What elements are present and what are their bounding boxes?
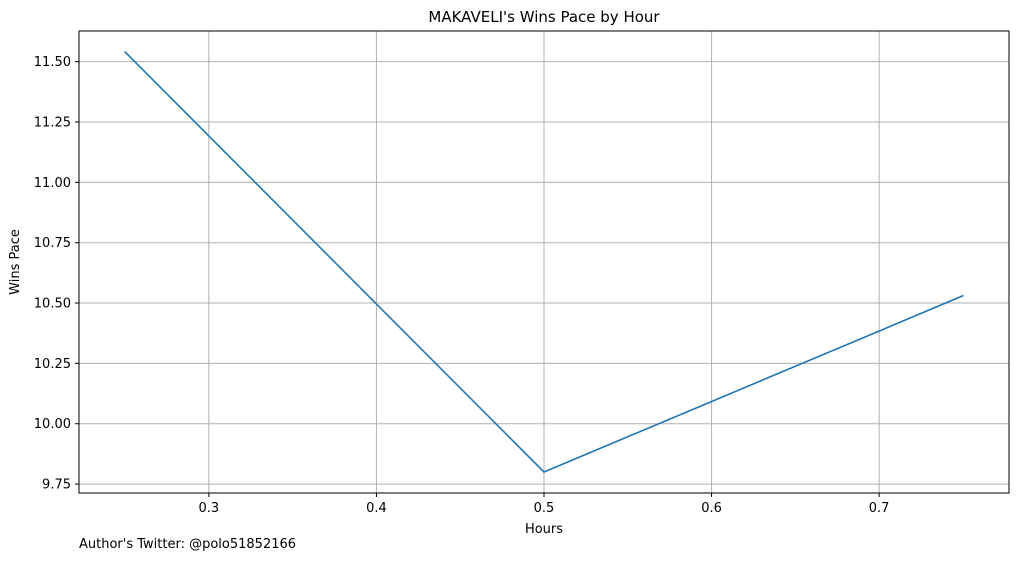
data-point [543,471,545,473]
series-layer [124,51,964,473]
x-tick-label: 0.5 [534,501,555,516]
x-tick-label: 0.7 [869,501,890,516]
x-tick-label: 0.4 [366,501,387,516]
y-tick-label: 11.25 [34,116,71,131]
data-point [124,51,126,53]
y-tick-label: 9.75 [42,478,71,493]
y-tick-label: 10.25 [34,357,71,372]
y-tick-label: 11.50 [34,55,71,70]
author-twitter-note: Author's Twitter: @polo51852166 [79,537,297,552]
y-tick-label: 10.50 [34,297,71,312]
grid-lines [79,31,1009,493]
y-tick-label: 10.00 [34,417,71,432]
chart-title: MAKAVELI's Wins Pace by Hour [428,8,660,26]
x-axis-label: Hours [525,522,563,537]
x-tick-label: 0.3 [199,501,220,516]
y-tick-label: 10.75 [34,236,71,251]
y-axis-label: Wins Pace [8,229,23,295]
y-tick-label: 11.00 [34,176,71,191]
axis-ticks: 0.3 0.4 0.5 0.6 0.7 9.75 10.00 10.25 10.50 10.75 1… [34,55,890,516]
x-tick-label: 0.6 [701,501,722,516]
data-point [962,294,964,297]
